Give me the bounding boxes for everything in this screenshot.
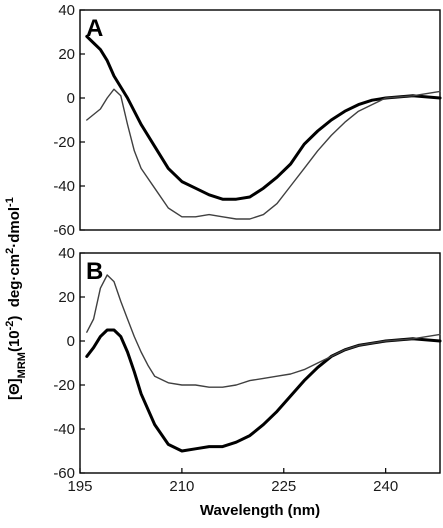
panel-b-y-tick-label: -60 bbox=[53, 465, 75, 482]
y-axis-title-units-b: ·dmol bbox=[6, 207, 23, 248]
panel-b-frame bbox=[79, 252, 441, 474]
panel-b-x-tick-label: 225 bbox=[271, 478, 296, 495]
panel-b-y-axis: 40 20 0 -20 -40 -60 bbox=[53, 245, 85, 482]
panel-b-y-tick-label: -20 bbox=[53, 377, 75, 394]
panel-a-series-thin-line bbox=[86, 88, 441, 220]
panel-a-y-tick-label: -60 bbox=[53, 222, 75, 239]
panel-b-series-thin-line bbox=[86, 274, 441, 388]
y-axis-title-units-exp2: -1 bbox=[4, 197, 16, 207]
panel-b-series bbox=[85, 274, 442, 453]
panel-a-y-tick-label: 0 bbox=[67, 90, 75, 107]
panel-a-series-thick-line bbox=[85, 34, 442, 201]
panel-b-y-tick-label: -40 bbox=[53, 421, 75, 438]
panel-a-y-tick-label: -40 bbox=[53, 178, 75, 195]
panel-a-label: A bbox=[86, 15, 103, 42]
panel-a-y-tick-label: 40 bbox=[58, 2, 75, 19]
y-axis-title-factor: (10 bbox=[6, 330, 23, 352]
y-axis-title-symbol: [Θ] bbox=[6, 378, 23, 400]
panel-a-frame bbox=[79, 9, 441, 231]
panel-b-x-axis: 195 210 225 240 bbox=[67, 468, 398, 495]
y-axis-title-units-exp1: 2 bbox=[4, 248, 16, 254]
panel-b: B 40 20 0 -20 -40 -60 195 210 225 240 bbox=[53, 245, 442, 495]
panel-b-y-tick-label: 40 bbox=[58, 245, 75, 262]
panel-a-y-tick-label: -20 bbox=[53, 134, 75, 151]
panel-a: A 40 20 0 -20 -40 -60 bbox=[53, 2, 442, 239]
panel-a-y-axis: 40 20 0 -20 -40 -60 bbox=[53, 2, 85, 239]
y-axis-title-factor-exp: -2 bbox=[4, 321, 16, 331]
panel-b-x-tick-label: 210 bbox=[169, 478, 194, 495]
x-axis-title: Wavelength (nm) bbox=[200, 502, 320, 519]
panel-b-x-tick-label: 240 bbox=[373, 478, 398, 495]
panel-b-y-tick-label: 20 bbox=[58, 289, 75, 306]
panel-b-y-tick-label: 0 bbox=[67, 333, 75, 350]
y-axis-title-units-a: ) deg·cm bbox=[6, 254, 23, 321]
y-axis-title: [Θ]MRM(10-2) deg·cm2·dmol-1 bbox=[4, 197, 28, 400]
panel-a-series bbox=[85, 34, 442, 220]
panel-a-y-tick-label: 20 bbox=[58, 46, 75, 63]
panel-b-label: B bbox=[86, 258, 103, 285]
y-axis-title-subscript: MRM bbox=[16, 352, 28, 378]
panel-b-x-tick-label: 195 bbox=[67, 478, 92, 495]
